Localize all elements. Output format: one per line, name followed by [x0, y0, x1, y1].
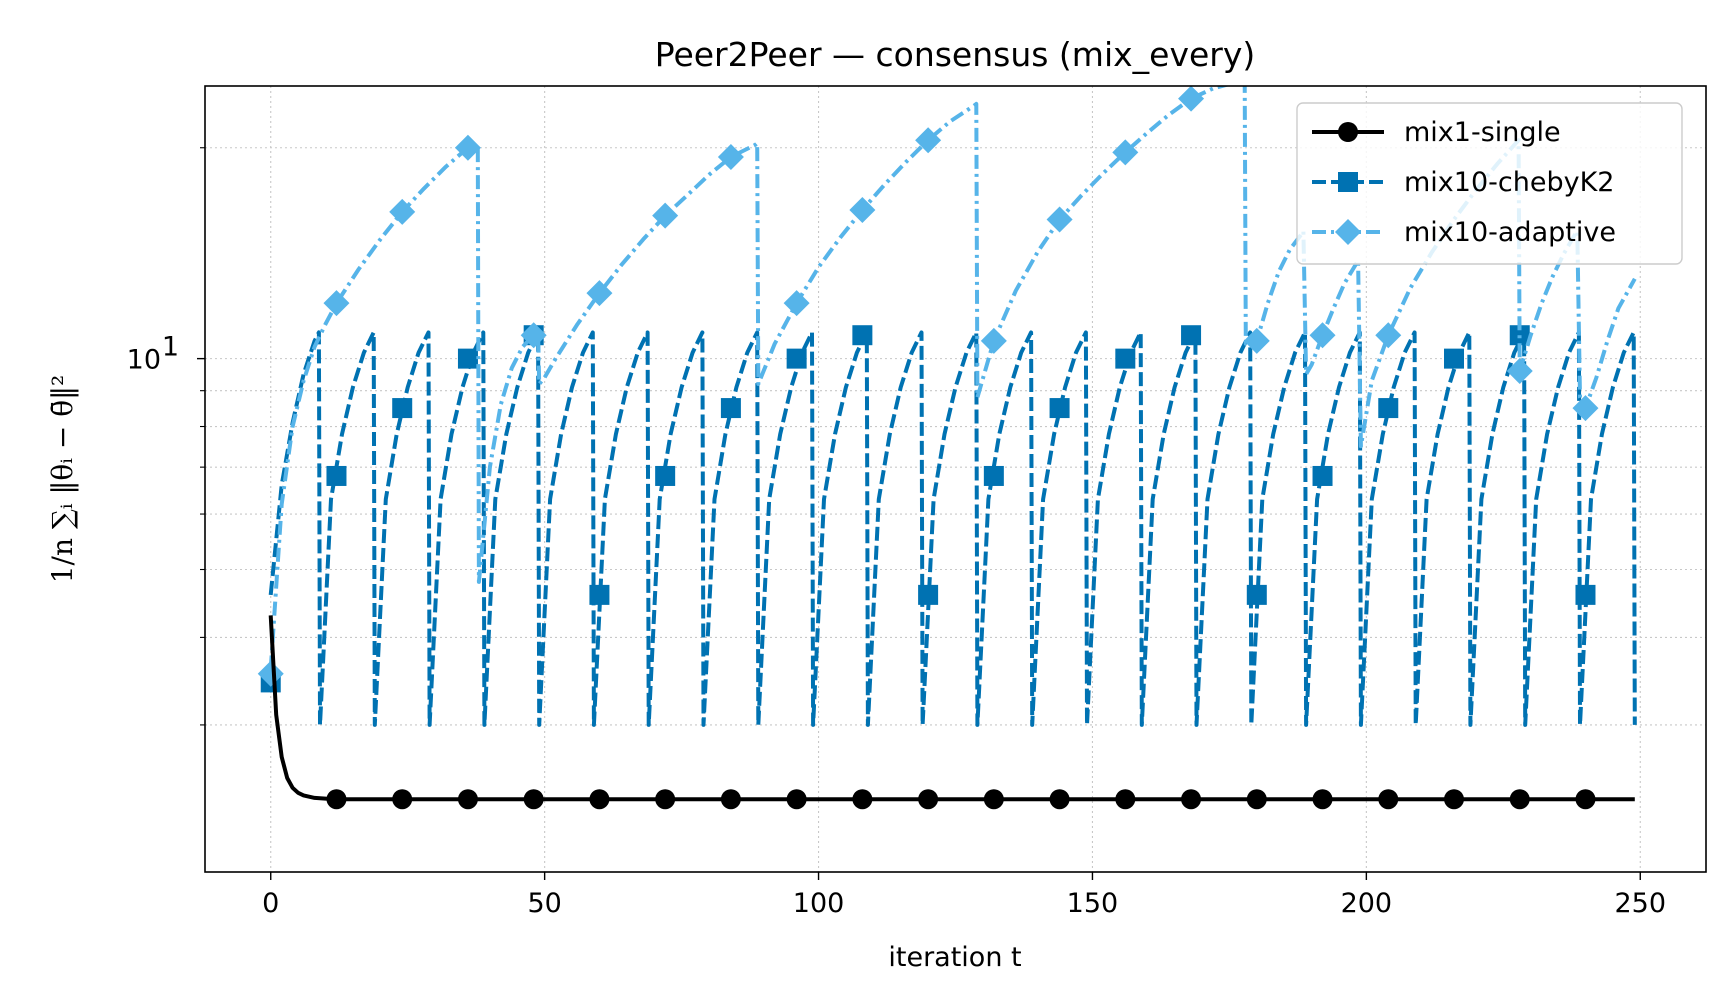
plot-frame	[204, 85, 1707, 873]
x-tick-label: 0	[262, 888, 279, 919]
series-marker-mix1-single	[655, 789, 676, 810]
series-marker-mix10-adaptive	[915, 127, 942, 154]
series-marker-mix10-adaptive	[520, 322, 547, 349]
series-marker-mix1-single	[1049, 789, 1070, 810]
series-marker-mix10-adaptive	[1243, 327, 1270, 354]
series-marker-mix10-chebyK2	[589, 584, 610, 605]
x-tick-label: 150	[1067, 888, 1119, 919]
series-marker-mix10-adaptive	[586, 280, 613, 307]
series-marker-mix10-chebyK2	[1312, 465, 1333, 486]
series-marker-mix10-adaptive	[783, 290, 810, 317]
series-marker-mix1-single	[589, 789, 610, 810]
series-marker-mix10-chebyK2	[1115, 348, 1136, 369]
series-marker-mix1-single	[1246, 789, 1267, 810]
series-marker-mix10-chebyK2	[1509, 325, 1530, 346]
series-marker-mix10-chebyK2	[1444, 348, 1465, 369]
legend-box	[1296, 102, 1683, 265]
x-tick-label: 250	[1614, 888, 1666, 919]
series-marker-mix10-adaptive	[257, 660, 284, 687]
series-marker-mix10-chebyK2	[852, 325, 873, 346]
x-axis-ticks: 0 50 100 150 200 250	[262, 872, 1666, 919]
series-marker-mix10-chebyK2	[786, 348, 807, 369]
series-marker-mix10-chebyK2	[1049, 398, 1070, 419]
x-tick-label: 200	[1341, 888, 1393, 919]
series-marker-mix1-single	[457, 789, 478, 810]
chart-title: Peer2Peer — consensus (mix_every)	[655, 35, 1256, 74]
series-marker-mix10-chebyK2	[1246, 584, 1267, 605]
series-marker-mix10-chebyK2	[1181, 325, 1202, 346]
series-mix10-chebyK2	[260, 325, 1637, 727]
series-marker-mix10-adaptive	[1506, 358, 1533, 385]
y-axis-ticks: 10 1	[127, 147, 205, 726]
x-axis-label: iteration t	[888, 942, 1021, 973]
series-marker-mix1-single	[1181, 789, 1202, 810]
series-marker-mix10-adaptive	[849, 196, 876, 223]
series-marker-mix10-adaptive	[980, 327, 1007, 354]
series-marker-mix1-single	[786, 789, 807, 810]
y-axis-label-group: 1/n ∑ᵢ ‖θᵢ − θ̄‖²	[46, 375, 79, 584]
series-marker-mix10-adaptive	[1178, 86, 1205, 112]
legend-swatch-marker	[1338, 172, 1358, 192]
series-mix1-single	[268, 615, 1635, 810]
series-marker-mix1-single	[1575, 789, 1596, 810]
series-marker-mix10-chebyK2	[1575, 584, 1596, 605]
series-marker-mix1-single	[326, 789, 347, 810]
series-marker-mix10-adaptive	[1572, 395, 1599, 422]
series-marker-mix1-single	[1378, 789, 1399, 810]
legend-label: mix10-chebyK2	[1404, 167, 1614, 198]
series-marker-mix10-adaptive	[1375, 322, 1402, 349]
x-tick-label: 100	[793, 888, 845, 919]
series-marker-mix10-adaptive	[652, 202, 679, 229]
series-line-mix1-single	[268, 615, 1635, 802]
series-line-mix10-chebyK2	[268, 330, 1637, 727]
legend-swatch-marker	[1335, 219, 1361, 245]
y-tick-label: 10	[127, 345, 161, 376]
series-marker-mix10-adaptive	[323, 290, 350, 317]
series-marker-mix1-single	[1444, 789, 1465, 810]
series-marker-mix1-single	[720, 789, 741, 810]
series-marker-mix1-single	[852, 789, 873, 810]
series-marker-mix10-chebyK2	[457, 348, 478, 369]
series-marker-mix1-single	[1115, 789, 1136, 810]
y-axis-label: 1/n ∑ᵢ ‖θᵢ − θ̄‖²	[46, 375, 79, 584]
series-marker-mix10-adaptive	[1046, 206, 1073, 233]
y-tick-exponent: 1	[162, 332, 179, 363]
series-marker-mix10-adaptive	[1309, 322, 1336, 349]
legend-label: mix1-single	[1404, 117, 1561, 148]
series-marker-mix10-chebyK2	[326, 465, 347, 486]
series-marker-mix10-chebyK2	[655, 465, 676, 486]
series-marker-mix10-chebyK2	[918, 584, 939, 605]
series-marker-mix1-single	[523, 789, 544, 810]
series-marker-mix1-single	[918, 789, 939, 810]
series-marker-mix10-adaptive	[454, 134, 481, 161]
series-marker-mix10-chebyK2	[1378, 398, 1399, 419]
series-marker-mix10-adaptive	[389, 198, 416, 225]
legend-label: mix10-adaptive	[1404, 217, 1616, 248]
series-marker-mix1-single	[1312, 789, 1333, 810]
series-marker-mix10-adaptive	[717, 144, 744, 171]
series-marker-mix10-adaptive	[1112, 139, 1139, 166]
x-tick-label: 50	[527, 888, 561, 919]
legend-swatch-marker	[1338, 122, 1358, 142]
series-marker-mix1-single	[983, 789, 1004, 810]
legend: mix1-single mix10-chebyK2 mix10-adaptive	[1296, 102, 1683, 265]
series-marker-mix1-single	[392, 789, 413, 810]
series-marker-mix1-single	[1509, 789, 1530, 810]
series-marker-mix10-chebyK2	[392, 398, 413, 419]
series-marker-mix10-chebyK2	[983, 465, 1004, 486]
series-marker-mix10-chebyK2	[720, 398, 741, 419]
